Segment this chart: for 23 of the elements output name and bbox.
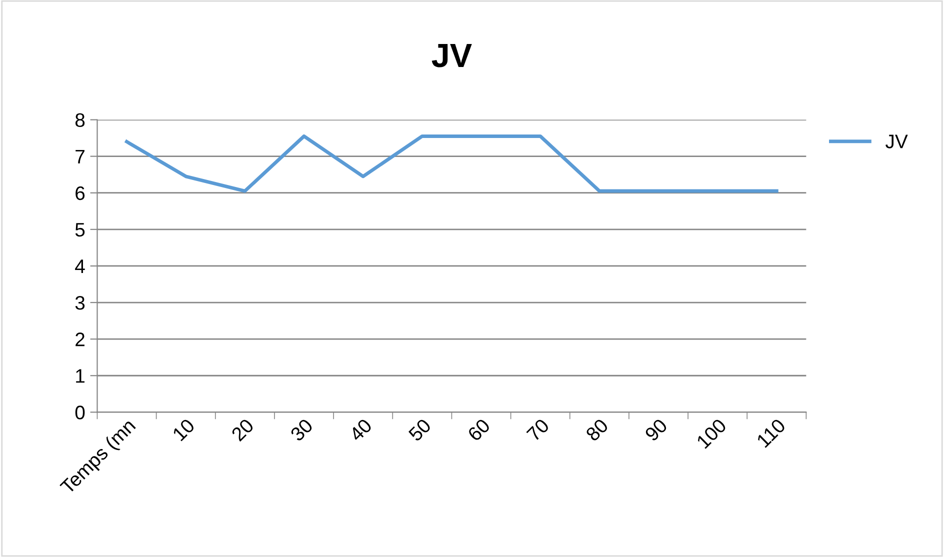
x-tick-label: 60 [467, 418, 491, 442]
x-tick-label: 40 [348, 418, 373, 442]
x-tick-label: 10 [172, 418, 196, 442]
y-tick-label: 0 [75, 406, 85, 420]
line-series [125, 134, 778, 193]
legend-label: JV [886, 134, 908, 148]
y-tick-label: 7 [76, 150, 84, 164]
y-tick-label: 2 [76, 332, 84, 346]
x-tick-label: 110 [756, 418, 786, 448]
y-tick-label: 8 [75, 113, 85, 127]
x-tick-label: 30 [290, 418, 314, 442]
y-tick-label: 1 [76, 369, 84, 383]
y-tick-label: 6 [76, 186, 85, 200]
y-tick-label: 3 [75, 296, 85, 310]
chart-title: JV [432, 44, 472, 68]
x-tick-label: 20 [230, 418, 254, 442]
x-tick-label: 50 [408, 418, 432, 442]
x-tick-label: 100 [696, 418, 728, 450]
x-tick-label: 70 [526, 418, 550, 442]
x-tick-label: 90 [644, 418, 668, 442]
x-tick-label: 80 [585, 418, 609, 442]
y-tick-label: 4 [75, 260, 85, 274]
y-tick-label: 5 [75, 223, 85, 237]
